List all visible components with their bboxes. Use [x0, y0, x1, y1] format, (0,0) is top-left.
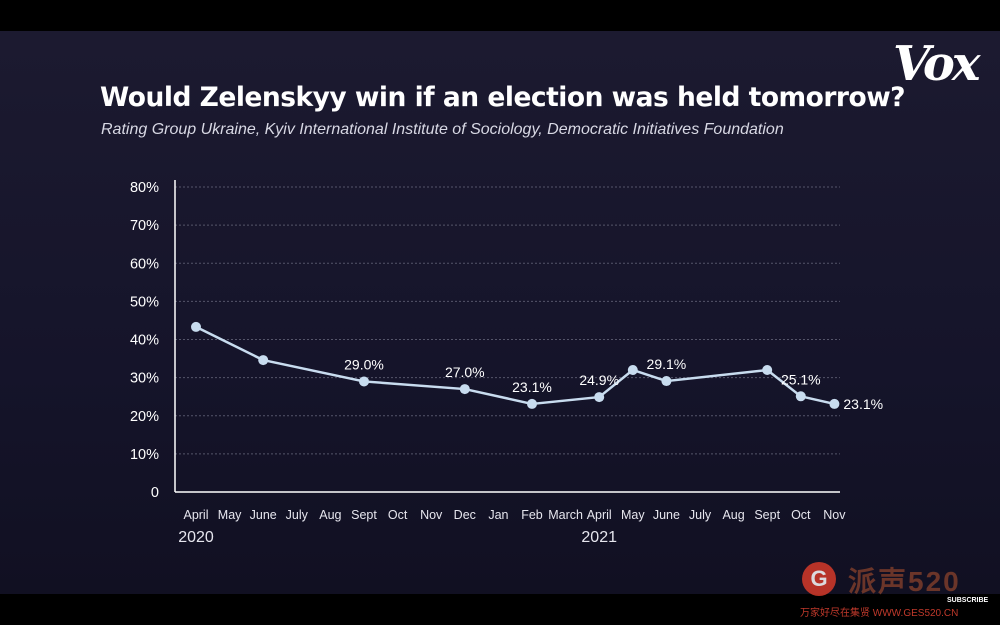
- y-tick-label: 70%: [130, 218, 159, 234]
- chart-subtitle: Rating Group Ukraine, Kyiv International…: [101, 121, 784, 138]
- data-point: [594, 392, 605, 403]
- vox-logo: Vox: [893, 36, 980, 92]
- y-tick-label: 0: [151, 485, 159, 501]
- x-tick-label: May: [621, 508, 645, 522]
- data-label: 23.1%: [512, 379, 552, 395]
- data-point: [191, 321, 201, 332]
- year-label: 2021: [581, 529, 617, 546]
- data-labels: 29.0% 27.0% 23.1% 24.9% 29.1% 25.1% 23.1%: [344, 356, 883, 412]
- grid-lines: [175, 186, 840, 455]
- x-tick-label: May: [218, 508, 242, 522]
- data-label: 29.1%: [647, 356, 687, 372]
- y-tick-label: 30%: [130, 371, 159, 387]
- x-tick-label: June: [653, 508, 680, 522]
- chart-title: Would Zelenskyy win if an election was h…: [100, 82, 906, 113]
- x-tick-label: Nov: [823, 508, 846, 522]
- year-label: 2020: [178, 529, 214, 546]
- series-line: [191, 321, 840, 409]
- x-tick-label: April: [183, 508, 208, 522]
- data-point: [829, 398, 840, 409]
- watermark: G 派声520 万家好尽在集贤 WWW.GES520.CN: [800, 560, 995, 620]
- watermark-url: 万家好尽在集贤 WWW.GES520.CN: [800, 608, 959, 619]
- x-tick-label: Sept: [754, 508, 780, 522]
- y-tick-label: 80%: [130, 180, 159, 196]
- x-tick-label: Jan: [488, 508, 508, 522]
- x-tick-label: Nov: [420, 508, 443, 522]
- x-tick-label: Dec: [454, 508, 476, 522]
- data-point: [459, 384, 470, 395]
- data-label: 27.0%: [445, 364, 485, 380]
- x-tick-label: Sept: [351, 508, 377, 522]
- x-tick-label: March: [548, 508, 583, 522]
- letterbox-bottom: [0, 594, 1000, 625]
- y-tick-label: 20%: [130, 409, 159, 425]
- y-axis-ticks: 0 10% 20% 30% 40% 50% 60% 70% 80%: [130, 180, 159, 501]
- data-point: [627, 365, 638, 375]
- x-tick-label: July: [689, 508, 712, 522]
- y-tick-label: 40%: [130, 333, 159, 349]
- data-point: [795, 391, 806, 402]
- x-tick-label: Aug: [722, 508, 744, 522]
- y-tick-label: 50%: [130, 294, 159, 310]
- watermark-badge: G: [802, 562, 836, 596]
- x-tick-label: Aug: [319, 508, 341, 522]
- watermark-text: 派声520: [848, 566, 961, 597]
- x-tick-label: Oct: [388, 508, 408, 522]
- data-point: [258, 355, 269, 366]
- y-tick-label: 10%: [130, 447, 159, 463]
- x-tick-label: June: [250, 508, 277, 522]
- data-point: [762, 365, 773, 375]
- subscribe-button[interactable]: SUBSCRIBE: [947, 597, 989, 604]
- x-axis-ticks: April May June July Aug Sept Oct Nov Dec Jan Feb Ma…: [178, 508, 846, 546]
- data-label: 29.0%: [344, 356, 384, 372]
- data-label: 24.9%: [579, 372, 619, 388]
- data-label: 25.1%: [781, 371, 821, 387]
- data-point: [661, 376, 672, 387]
- x-tick-label: Oct: [791, 508, 811, 522]
- axes: [174, 180, 840, 493]
- x-tick-label: Feb: [521, 508, 543, 522]
- letterbox-top: [0, 0, 1000, 31]
- x-tick-label: April: [587, 508, 612, 522]
- y-tick-label: 60%: [130, 256, 159, 272]
- video-frame: [0, 31, 1000, 594]
- data-point: [359, 376, 369, 387]
- data-point: [527, 398, 537, 409]
- x-tick-label: July: [286, 508, 309, 522]
- data-label: 23.1%: [843, 396, 883, 412]
